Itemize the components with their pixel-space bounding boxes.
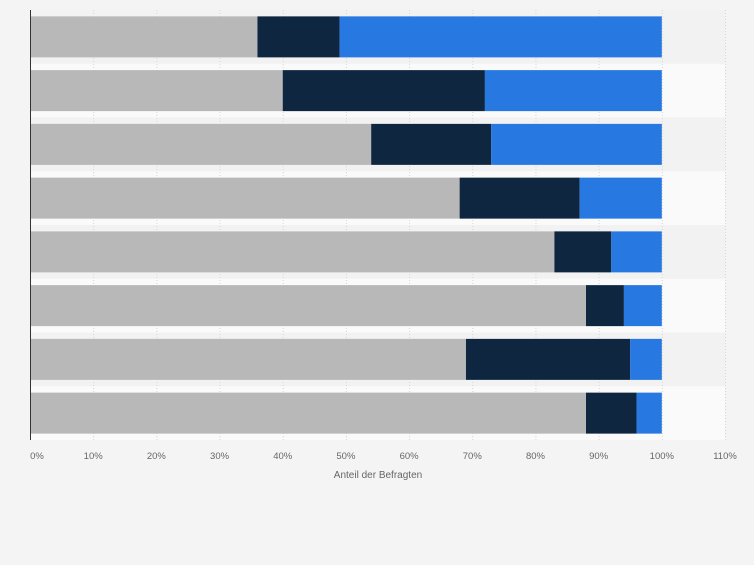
x-tick-label: 80% bbox=[526, 451, 546, 462]
bar-segment bbox=[484, 70, 662, 112]
bar-segment bbox=[586, 392, 637, 434]
bar-segment bbox=[282, 70, 485, 112]
bar-segment bbox=[257, 16, 340, 58]
bar-segment bbox=[30, 338, 466, 380]
x-tick-label: 100% bbox=[650, 451, 675, 462]
x-tick-label: 60% bbox=[400, 451, 420, 462]
bar-segment bbox=[623, 285, 662, 327]
x-tick-label: 30% bbox=[210, 451, 230, 462]
bar-segment bbox=[30, 70, 283, 112]
bar-segment bbox=[491, 123, 662, 165]
x-tick-label: 70% bbox=[463, 451, 483, 462]
x-axis-label: Anteil der Befragten bbox=[334, 470, 422, 481]
x-tick-label: 50% bbox=[336, 451, 356, 462]
bar-segment bbox=[579, 177, 662, 219]
bar-segment bbox=[30, 231, 555, 273]
x-tick-label: 0% bbox=[30, 451, 44, 462]
bar-segment bbox=[630, 338, 662, 380]
x-tick-label: 90% bbox=[589, 451, 609, 462]
bar-segment bbox=[339, 16, 662, 58]
bar-segment bbox=[30, 392, 586, 434]
x-tick-label: 40% bbox=[273, 451, 293, 462]
bar-segment bbox=[459, 177, 580, 219]
bar-segment bbox=[636, 392, 662, 434]
bar-segment bbox=[465, 338, 631, 380]
bar-segment bbox=[554, 231, 612, 273]
bar-segment bbox=[30, 123, 372, 165]
bars bbox=[30, 16, 662, 434]
bar-segment bbox=[611, 231, 662, 273]
x-axis: 0% 10% 20% 30% 40% 50% 60% 70% 80% 90% 100% 110% bbox=[30, 10, 737, 462]
bar-segment bbox=[30, 177, 460, 219]
x-tick-label: 10% bbox=[84, 451, 104, 462]
bar-segment bbox=[586, 285, 624, 327]
x-tick-label: 20% bbox=[147, 451, 167, 462]
x-tick-label: 110% bbox=[713, 451, 737, 462]
bar-segment bbox=[30, 285, 586, 327]
bar-segment bbox=[30, 16, 258, 58]
bar-segment bbox=[371, 123, 492, 165]
